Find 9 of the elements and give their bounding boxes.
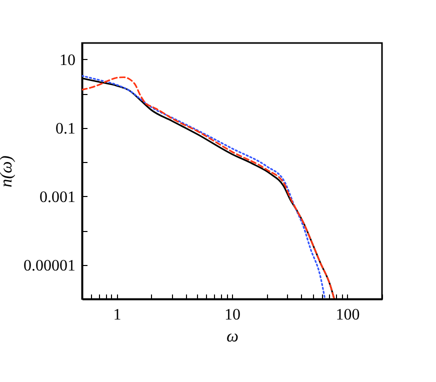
y-tick-label: 10 [60,52,76,69]
x-axis-title: ω [226,326,239,346]
x-tick-label: 1 [113,306,122,324]
y-tick-label: 0.1 [56,120,76,138]
x-tick-label: 100 [336,306,360,324]
y-tick-label: 0.001 [40,188,76,206]
x-tick-label: 10 [224,306,240,324]
y-tick-label: 0.00001 [24,257,76,274]
y-axis-title: n(ω) [0,155,16,188]
